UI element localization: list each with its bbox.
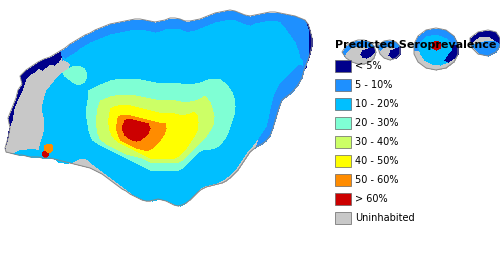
Bar [335, 136, 351, 148]
Text: 20 - 30%: 20 - 30% [355, 118, 399, 128]
Bar [335, 117, 351, 129]
Bar [335, 60, 351, 72]
Text: 5 - 10%: 5 - 10% [355, 80, 393, 90]
Bar [335, 174, 351, 186]
Text: 40 - 50%: 40 - 50% [355, 156, 399, 166]
Bar [335, 212, 351, 224]
Text: 50 - 60%: 50 - 60% [355, 175, 399, 185]
Text: Uninhabited: Uninhabited [355, 213, 414, 223]
Text: 30 - 40%: 30 - 40% [355, 137, 399, 147]
Bar [335, 155, 351, 167]
Text: 10 - 20%: 10 - 20% [355, 99, 399, 109]
Text: Predicted Seroprevalence: Predicted Seroprevalence [335, 40, 496, 50]
Bar [335, 193, 351, 205]
Text: > 60%: > 60% [355, 194, 388, 204]
Bar [335, 98, 351, 110]
Text: < 5%: < 5% [355, 61, 382, 71]
Bar [335, 79, 351, 91]
